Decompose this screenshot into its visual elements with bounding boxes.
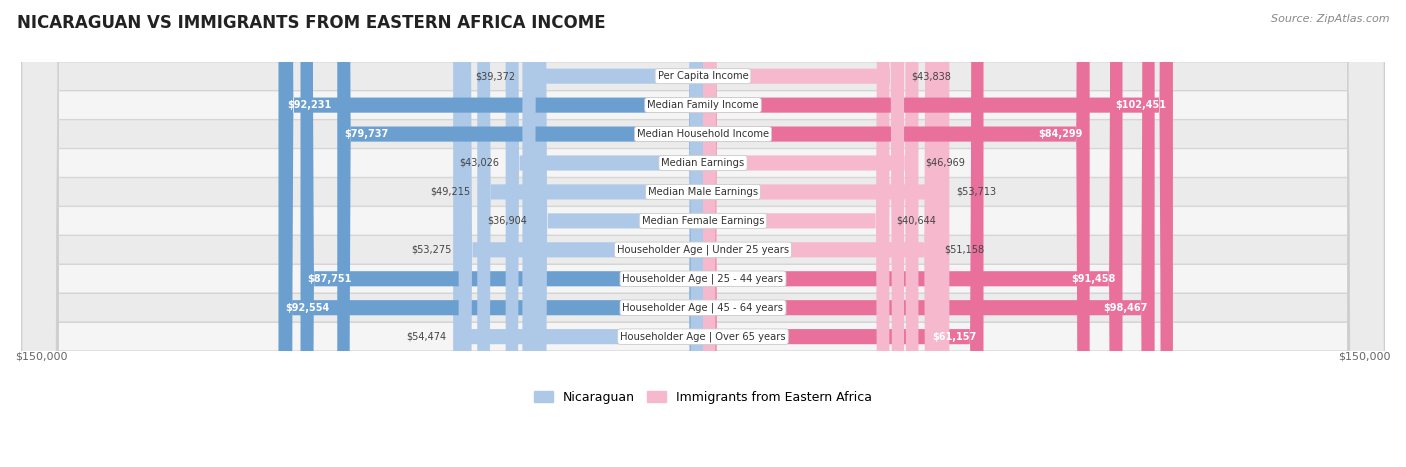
- FancyBboxPatch shape: [703, 0, 904, 467]
- Text: $40,644: $40,644: [896, 216, 936, 226]
- FancyBboxPatch shape: [703, 0, 890, 467]
- FancyBboxPatch shape: [278, 0, 703, 467]
- Text: $43,838: $43,838: [911, 71, 950, 81]
- FancyBboxPatch shape: [22, 0, 1384, 467]
- Text: $102,451: $102,451: [1115, 100, 1166, 110]
- FancyBboxPatch shape: [22, 0, 1384, 467]
- Text: $91,458: $91,458: [1071, 274, 1115, 284]
- Legend: Nicaraguan, Immigrants from Eastern Africa: Nicaraguan, Immigrants from Eastern Afri…: [529, 386, 877, 409]
- Text: $46,969: $46,969: [925, 158, 965, 168]
- Text: $39,372: $39,372: [475, 71, 516, 81]
- FancyBboxPatch shape: [703, 0, 1173, 467]
- Text: $43,026: $43,026: [458, 158, 499, 168]
- FancyBboxPatch shape: [22, 0, 1384, 467]
- Text: $98,467: $98,467: [1104, 303, 1147, 313]
- FancyBboxPatch shape: [703, 0, 984, 467]
- Text: $92,231: $92,231: [287, 100, 330, 110]
- FancyBboxPatch shape: [703, 0, 938, 467]
- FancyBboxPatch shape: [22, 0, 1384, 467]
- Text: Householder Age | Over 65 years: Householder Age | Over 65 years: [620, 332, 786, 342]
- FancyBboxPatch shape: [703, 0, 1122, 467]
- FancyBboxPatch shape: [22, 0, 1384, 467]
- Text: Median Household Income: Median Household Income: [637, 129, 769, 139]
- Text: NICARAGUAN VS IMMIGRANTS FROM EASTERN AFRICA INCOME: NICARAGUAN VS IMMIGRANTS FROM EASTERN AF…: [17, 14, 606, 32]
- Text: $54,474: $54,474: [406, 332, 446, 342]
- FancyBboxPatch shape: [703, 0, 918, 467]
- FancyBboxPatch shape: [477, 0, 703, 467]
- FancyBboxPatch shape: [703, 0, 1154, 467]
- Text: $79,737: $79,737: [344, 129, 388, 139]
- FancyBboxPatch shape: [453, 0, 703, 467]
- FancyBboxPatch shape: [22, 0, 1384, 467]
- FancyBboxPatch shape: [22, 0, 1384, 467]
- FancyBboxPatch shape: [703, 0, 1090, 467]
- Text: Median Earnings: Median Earnings: [661, 158, 745, 168]
- FancyBboxPatch shape: [22, 0, 1384, 467]
- Text: $53,713: $53,713: [956, 187, 997, 197]
- Text: Source: ZipAtlas.com: Source: ZipAtlas.com: [1271, 14, 1389, 24]
- Text: $150,000: $150,000: [15, 351, 67, 361]
- Text: $51,158: $51,158: [945, 245, 984, 255]
- FancyBboxPatch shape: [280, 0, 703, 467]
- Text: Median Male Earnings: Median Male Earnings: [648, 187, 758, 197]
- FancyBboxPatch shape: [301, 0, 703, 467]
- FancyBboxPatch shape: [458, 0, 703, 467]
- FancyBboxPatch shape: [523, 0, 703, 467]
- Text: $49,215: $49,215: [430, 187, 471, 197]
- Text: Householder Age | 25 - 44 years: Householder Age | 25 - 44 years: [623, 274, 783, 284]
- Text: $92,554: $92,554: [285, 303, 329, 313]
- FancyBboxPatch shape: [22, 0, 1384, 467]
- Text: Householder Age | Under 25 years: Householder Age | Under 25 years: [617, 245, 789, 255]
- FancyBboxPatch shape: [22, 0, 1384, 467]
- Text: $36,904: $36,904: [486, 216, 527, 226]
- Text: $84,299: $84,299: [1039, 129, 1083, 139]
- Text: $53,275: $53,275: [412, 245, 451, 255]
- Text: $150,000: $150,000: [1339, 351, 1391, 361]
- Text: Median Family Income: Median Family Income: [647, 100, 759, 110]
- Text: Householder Age | 45 - 64 years: Householder Age | 45 - 64 years: [623, 303, 783, 313]
- Text: $87,751: $87,751: [308, 274, 352, 284]
- Text: $61,157: $61,157: [932, 332, 977, 342]
- FancyBboxPatch shape: [506, 0, 703, 467]
- FancyBboxPatch shape: [337, 0, 703, 467]
- FancyBboxPatch shape: [534, 0, 703, 467]
- FancyBboxPatch shape: [703, 0, 949, 467]
- Text: Per Capita Income: Per Capita Income: [658, 71, 748, 81]
- Text: Median Female Earnings: Median Female Earnings: [641, 216, 765, 226]
